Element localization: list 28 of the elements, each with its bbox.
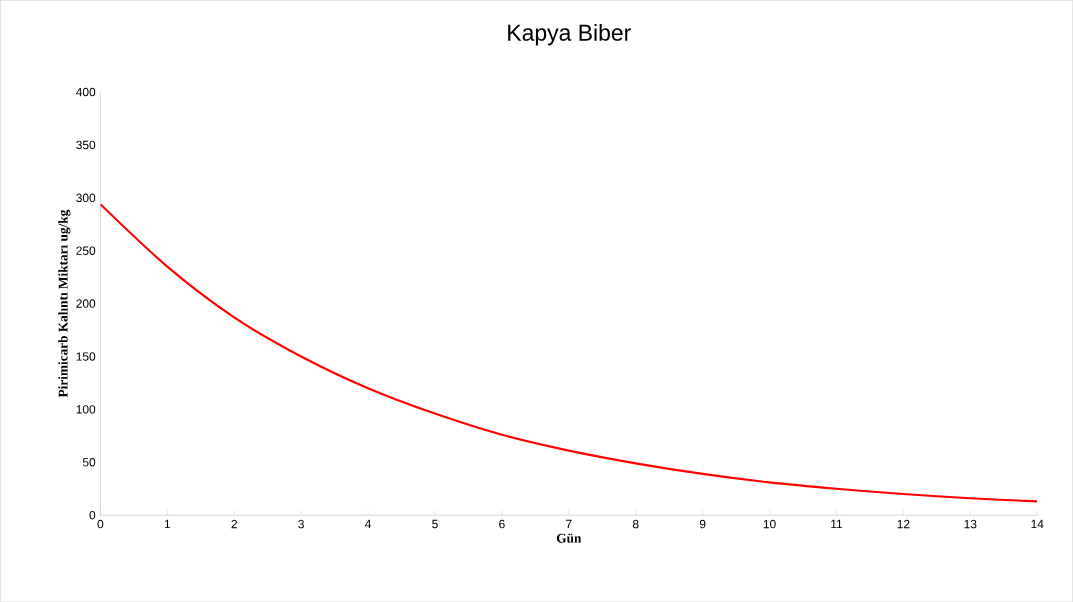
x-tick-label: 9 bbox=[699, 519, 706, 529]
x-tick-label: 4 bbox=[365, 519, 372, 528]
x-tick-label: 2 bbox=[231, 519, 237, 529]
y-tick-label: 200 bbox=[76, 299, 96, 308]
y-tick-label: 300 bbox=[76, 193, 96, 202]
y-tick-label: 0 bbox=[89, 510, 96, 520]
x-tick-label: 5 bbox=[432, 519, 438, 529]
line-series bbox=[100, 202, 1038, 503]
x-tick-label: 10 bbox=[763, 519, 776, 529]
x-tick-label: 8 bbox=[632, 519, 639, 529]
y-tick-label: 350 bbox=[76, 140, 96, 150]
y-tick-label: 400 bbox=[76, 87, 96, 97]
x-tick-label: 13 bbox=[964, 519, 977, 529]
y-tick-label: 250 bbox=[76, 246, 96, 255]
x-tick-label: 6 bbox=[499, 519, 505, 529]
x-tick-label: 14 bbox=[1031, 519, 1044, 528]
chart-title: Kapya Biber bbox=[508, 23, 631, 46]
y-axis-title: Pirimicarb Kalıntı Miktarı ug/kg bbox=[58, 209, 71, 398]
x-axis-title: Gün bbox=[556, 533, 582, 543]
x-tick-label: 7 bbox=[566, 519, 572, 528]
x-tick-label: 1 bbox=[164, 519, 171, 528]
y-tick-label: 50 bbox=[82, 457, 96, 467]
y-tick-label: 100 bbox=[76, 404, 96, 414]
x-tick-label: 12 bbox=[897, 519, 910, 529]
x-tick-label: 0 bbox=[97, 519, 104, 529]
y-tick-label: 150 bbox=[76, 352, 96, 361]
x-tick-label: 11 bbox=[831, 519, 843, 528]
x-tick-label: 3 bbox=[298, 519, 304, 529]
